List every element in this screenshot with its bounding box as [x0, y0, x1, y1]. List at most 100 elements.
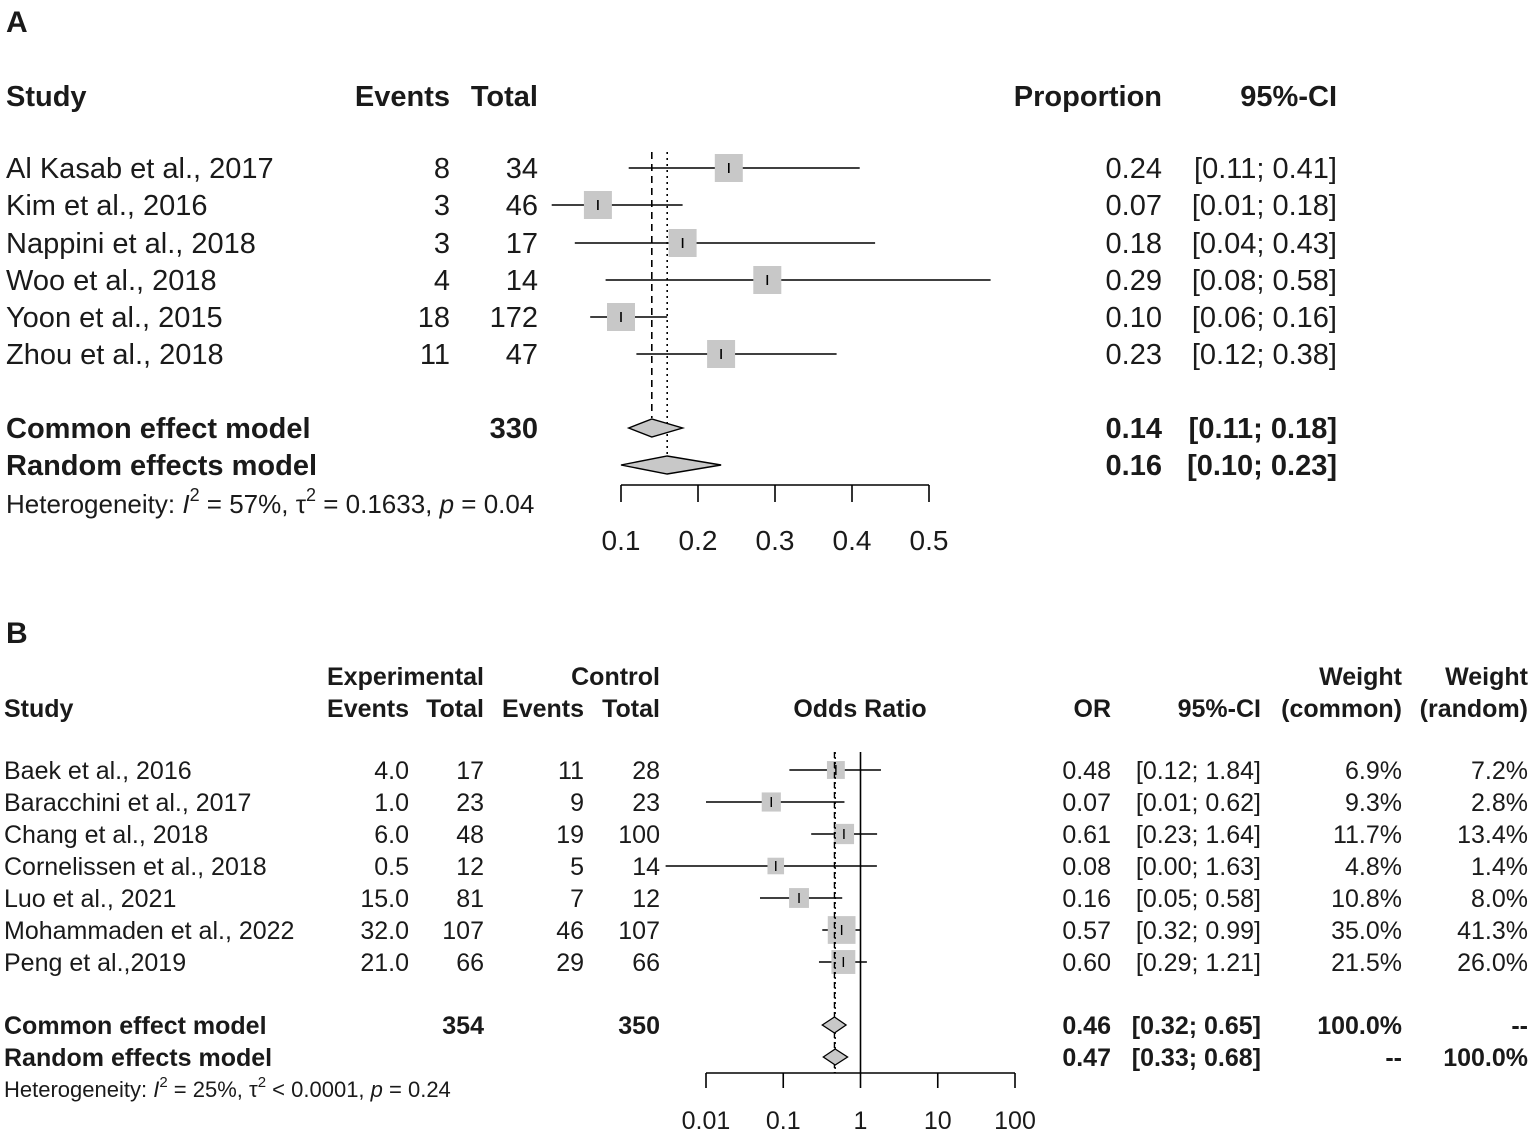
b-exp-total: 17: [456, 757, 484, 785]
b-model-weight-random: --: [1511, 1012, 1528, 1040]
b-header-weight-random-2: (random): [1420, 695, 1528, 723]
a-study-name: Kim et al., 2016: [6, 190, 208, 222]
b-study-ci: [0.32; 0.99]: [1136, 917, 1261, 945]
b-weight-random: 26.0%: [1457, 949, 1528, 977]
a-study-ci: [0.11; 0.41]: [1194, 153, 1337, 185]
b-study-or: 0.60: [1062, 949, 1111, 977]
b-model-ci: [0.33; 0.68]: [1132, 1044, 1261, 1072]
b-ctrl-events: 5: [570, 853, 584, 881]
panel-label-b: B: [6, 617, 28, 650]
b-exp-total: 12: [456, 853, 484, 881]
a-header-proportion: Proportion: [1014, 81, 1162, 113]
a-model-total: 330: [490, 413, 538, 445]
b-weight-common: 6.9%: [1345, 757, 1402, 785]
a-x-tick-label: 0.4: [833, 525, 872, 556]
a-study-ci: [0.08; 0.58]: [1192, 265, 1337, 297]
a-study-name: Nappini et al., 2018: [6, 228, 256, 260]
a-study-events: 3: [434, 190, 450, 222]
a-study-ci: [0.12; 0.38]: [1192, 339, 1337, 371]
b-study-name: Peng et al.,2019: [4, 949, 186, 977]
b-header-ctrl-total: Total: [602, 695, 660, 723]
a-study-ci: [0.01; 0.18]: [1192, 190, 1337, 222]
b-exp-total: 48: [456, 821, 484, 849]
b-ctrl-events: 46: [556, 917, 584, 945]
b-heterogeneity: Heterogeneity: I2 = 25%, τ2 < 0.0001, p …: [4, 1074, 451, 1102]
b-header-weight-common-1: Weight: [1319, 663, 1403, 691]
b-model-ctrl-total: 350: [618, 1012, 660, 1040]
a-x-tick-label: 0.1: [602, 525, 641, 556]
b-study-or: 0.07: [1062, 789, 1111, 817]
a-study-events: 4: [434, 265, 450, 297]
b-study-or: 0.61: [1062, 821, 1111, 849]
b-study-name: Baracchini et al., 2017: [4, 789, 251, 817]
b-exp-events: 32.0: [360, 917, 409, 945]
b-x-tick-label: 0.01: [682, 1107, 731, 1135]
b-ctrl-events: 11: [558, 757, 584, 785]
b-exp-total: 81: [456, 885, 484, 913]
b-x-tick-label: 0.1: [766, 1107, 801, 1135]
b-header-weight-random-1: Weight: [1445, 663, 1529, 691]
b-ctrl-events: 9: [570, 789, 584, 817]
b-weight-random: 13.4%: [1457, 821, 1528, 849]
b-study-ci: [0.29; 1.21]: [1136, 949, 1261, 977]
a-study-name: Woo et al., 2018: [6, 265, 217, 297]
b-study-ci: [0.12; 1.84]: [1136, 757, 1261, 785]
b-model-name: Common effect model: [4, 1012, 267, 1040]
panel-label-a: A: [6, 6, 28, 39]
a-study-events: 18: [418, 302, 450, 334]
a-study-total: 14: [506, 265, 538, 297]
b-study-or: 0.08: [1062, 853, 1111, 881]
b-weight-random: 1.4%: [1471, 853, 1528, 881]
a-model-name: Random effects model: [6, 450, 317, 482]
b-model-ci: [0.32; 0.65]: [1132, 1012, 1261, 1040]
a-heterogeneity: Heterogeneity: I2 = 57%, τ2 = 0.1633, p …: [6, 485, 534, 519]
a-x-tick-label: 0.5: [910, 525, 949, 556]
b-model-weight-common: --: [1385, 1044, 1402, 1072]
a-model-estimate: 0.14: [1106, 413, 1162, 445]
b-study-name: Luo et al., 2021: [4, 885, 176, 913]
a-study-estimate: 0.24: [1106, 153, 1162, 185]
b-header-odds-ratio: Odds Ratio: [793, 695, 926, 723]
b-ctrl-total: 107: [618, 917, 660, 945]
b-header-control: Control: [571, 663, 660, 691]
b-exp-events: 15.0: [360, 885, 409, 913]
a-study-estimate: 0.10: [1106, 302, 1162, 334]
b-study-name: Chang et al., 2018: [4, 821, 208, 849]
b-header-weight-common-2: (common): [1281, 695, 1402, 723]
a-study-name: Zhou et al., 2018: [6, 339, 224, 371]
b-header-experimental: Experimental: [327, 663, 484, 691]
a-model-diamond: [626, 418, 686, 438]
b-study-or: 0.57: [1062, 917, 1111, 945]
b-study-name: Cornelissen et al., 2018: [4, 853, 267, 881]
a-model-name: Common effect model: [6, 413, 311, 445]
b-model-diamond: [822, 1048, 849, 1066]
b-header-ci: 95%-CI: [1178, 695, 1261, 723]
b-header-or: OR: [1074, 695, 1112, 723]
a-model-estimate: 0.16: [1106, 450, 1162, 482]
b-x-tick-label: 100: [994, 1107, 1036, 1135]
b-x-tick-label: 10: [924, 1107, 952, 1135]
a-header-study: Study: [6, 81, 87, 113]
b-weight-common: 11.7%: [1333, 821, 1402, 849]
b-study-ci: [0.00; 1.63]: [1136, 853, 1261, 881]
b-study-name: Mohammaden et al., 2022: [4, 917, 294, 945]
b-ctrl-events: 7: [570, 885, 584, 913]
b-exp-total: 66: [456, 949, 484, 977]
b-exp-events: 4.0: [374, 757, 409, 785]
a-study-estimate: 0.23: [1106, 339, 1162, 371]
b-weight-common: 4.8%: [1345, 853, 1402, 881]
b-ctrl-total: 12: [632, 885, 660, 913]
a-study-name: Yoon et al., 2015: [6, 302, 223, 334]
b-exp-events: 1.0: [374, 789, 409, 817]
a-study-estimate: 0.29: [1106, 265, 1162, 297]
b-study-ci: [0.01; 0.62]: [1136, 789, 1261, 817]
b-header-ctrl-events: Events: [502, 695, 584, 723]
a-study-name: Al Kasab et al., 2017: [6, 153, 274, 185]
b-weight-common: 35.0%: [1331, 917, 1402, 945]
a-header-events: Events: [355, 81, 450, 113]
a-study-total: 172: [490, 302, 538, 334]
a-study-events: 11: [420, 339, 450, 371]
a-study-estimate: 0.18: [1106, 228, 1162, 260]
b-weight-random: 2.8%: [1471, 789, 1528, 817]
